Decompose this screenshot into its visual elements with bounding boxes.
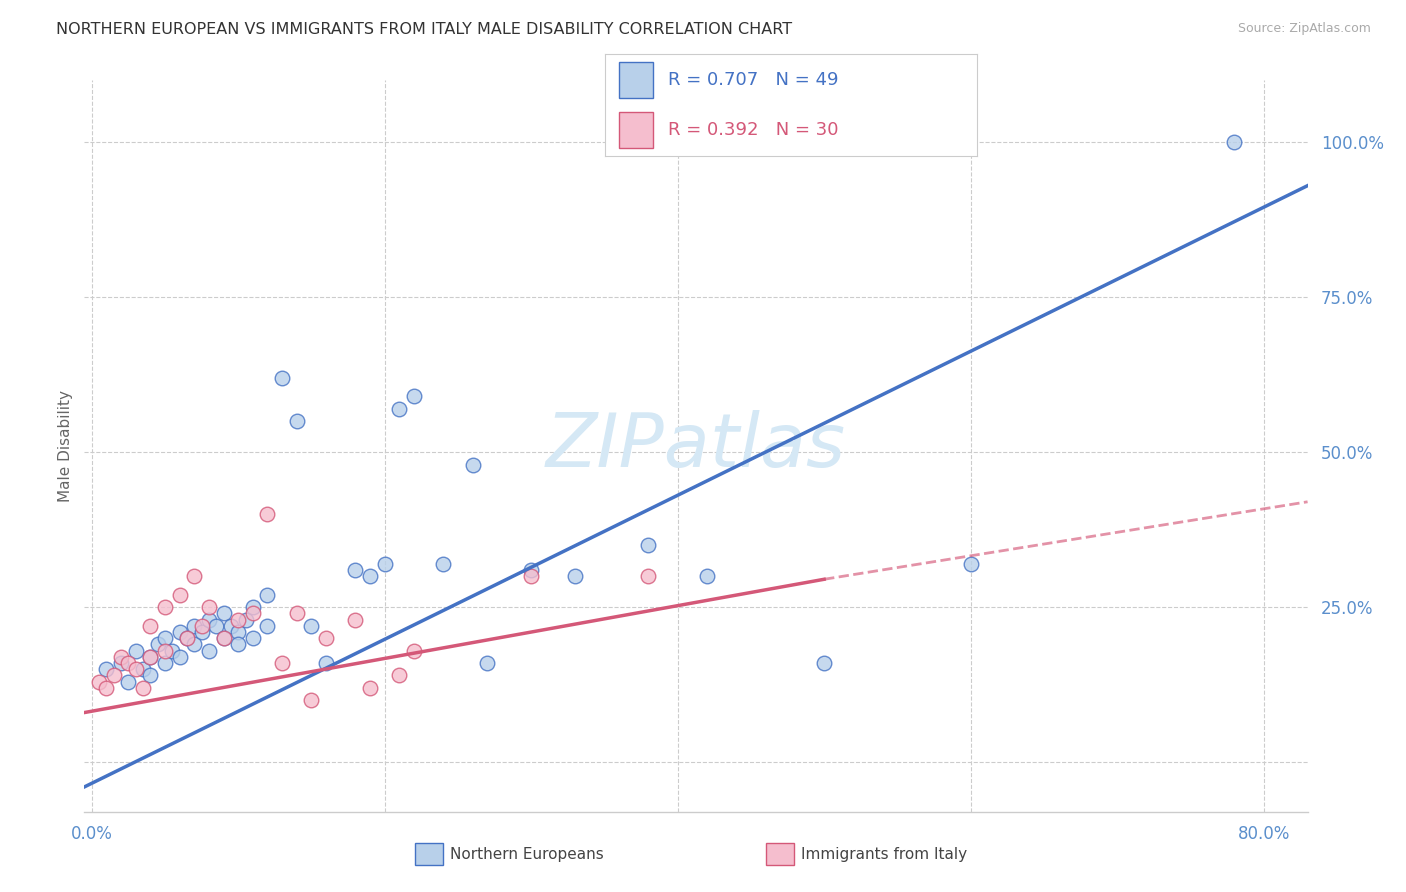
Point [132,681,155,695]
Point [271,371,294,385]
Point [285,607,308,621]
Point [374,557,396,571]
Text: ZIPatlas: ZIPatlas [546,410,846,482]
Point [315,656,337,670]
Point [110,656,132,670]
Point [359,681,381,695]
Point [226,624,249,639]
Point [212,631,235,645]
Point [637,569,659,583]
Point [153,600,176,615]
Point [299,619,322,633]
Point [198,613,221,627]
Point [153,643,176,657]
Point [271,656,294,670]
Point [110,649,132,664]
Point [117,674,139,689]
Point [315,631,337,645]
Point [132,662,155,676]
Text: Immigrants from Italy: Immigrants from Italy [801,847,967,862]
Point [169,649,191,664]
Text: NORTHERN EUROPEAN VS IMMIGRANTS FROM ITALY MALE DISABILITY CORRELATION CHART: NORTHERN EUROPEAN VS IMMIGRANTS FROM ITA… [56,22,793,37]
FancyBboxPatch shape [620,62,652,97]
Point [402,643,425,657]
Point [117,656,139,670]
Point [190,624,212,639]
Point [198,600,221,615]
Point [285,414,308,428]
Point [153,656,176,670]
Point [477,656,499,670]
Point [637,538,659,552]
Point [183,619,205,633]
Point [169,624,191,639]
Point [219,619,242,633]
Point [520,569,543,583]
Point [146,637,169,651]
Point [359,569,381,583]
Point [242,607,264,621]
Point [139,619,162,633]
Point [344,613,367,627]
Point [242,600,264,615]
Text: Northern Europeans: Northern Europeans [450,847,603,862]
Point [226,613,249,627]
Point [176,631,198,645]
FancyBboxPatch shape [620,112,652,148]
Point [432,557,454,571]
Point [402,389,425,403]
Point [959,557,981,571]
Point [242,631,264,645]
Point [520,563,543,577]
Point [256,588,278,602]
Text: R = 0.392   N = 30: R = 0.392 N = 30 [668,121,838,139]
Point [256,507,278,521]
Point [461,458,484,472]
Point [124,662,146,676]
Point [256,619,278,633]
Point [205,619,228,633]
Text: R = 0.707   N = 49: R = 0.707 N = 49 [668,71,838,89]
Point [212,607,235,621]
Point [183,637,205,651]
Point [87,674,110,689]
Point [388,668,411,682]
Point [139,668,162,682]
Point [124,643,146,657]
Point [96,681,118,695]
Y-axis label: Male Disability: Male Disability [58,390,73,502]
Point [169,588,191,602]
Point [813,656,835,670]
Point [162,643,184,657]
Point [212,631,235,645]
Point [696,569,718,583]
Point [1223,135,1246,149]
Point [139,649,162,664]
Point [564,569,586,583]
Point [190,619,212,633]
Point [103,668,125,682]
Point [96,662,118,676]
Point [299,693,322,707]
Point [198,643,221,657]
Text: Source: ZipAtlas.com: Source: ZipAtlas.com [1237,22,1371,36]
Point [139,649,162,664]
Point [226,637,249,651]
Point [388,401,411,416]
Point [344,563,367,577]
Point [153,631,176,645]
Point [235,613,257,627]
Point [176,631,198,645]
Point [183,569,205,583]
